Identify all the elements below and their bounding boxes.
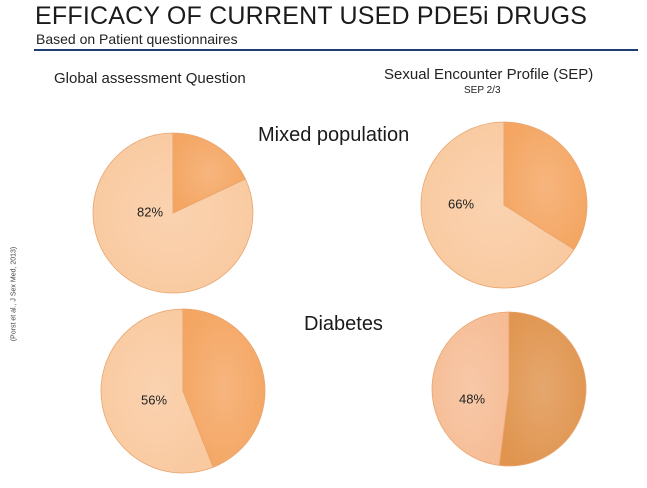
pie-slice-major [420, 121, 575, 289]
pie-slice-minor [182, 308, 266, 468]
row-label-diabetes: Diabetes [304, 313, 383, 335]
title-divider [34, 49, 638, 51]
pie-data-label: 56% [141, 392, 167, 407]
pie-global-diabetes: 56% [100, 308, 266, 474]
pie-slice-minor [172, 132, 246, 214]
pie-slice-minor [498, 311, 587, 467]
left-column-heading: Global assessment Question [54, 70, 246, 87]
pie-slice-minor [503, 121, 588, 251]
right-column-subheading: SEP 2/3 [464, 85, 501, 96]
pie-data-label: 66% [448, 196, 474, 211]
right-column-heading: Sexual Encounter Profile (SEP) [384, 66, 594, 83]
pie-slice-major [431, 311, 510, 466]
row-label-mixed: Mixed population [258, 124, 410, 146]
page-title: EFFICACY OF CURRENT USED PDE5i DRUGS [35, 2, 588, 30]
pie-data-label: 48% [459, 391, 485, 406]
pie-sep-mixed: 66% [420, 121, 588, 289]
page-subtitle: Based on Patient questionnaires [36, 31, 238, 47]
pie-sep-diabetes: 48% [431, 311, 587, 467]
pie-data-label: 82% [137, 204, 163, 219]
pie-global-mixed: 82% [92, 132, 254, 294]
pie-slice-major [100, 308, 214, 474]
